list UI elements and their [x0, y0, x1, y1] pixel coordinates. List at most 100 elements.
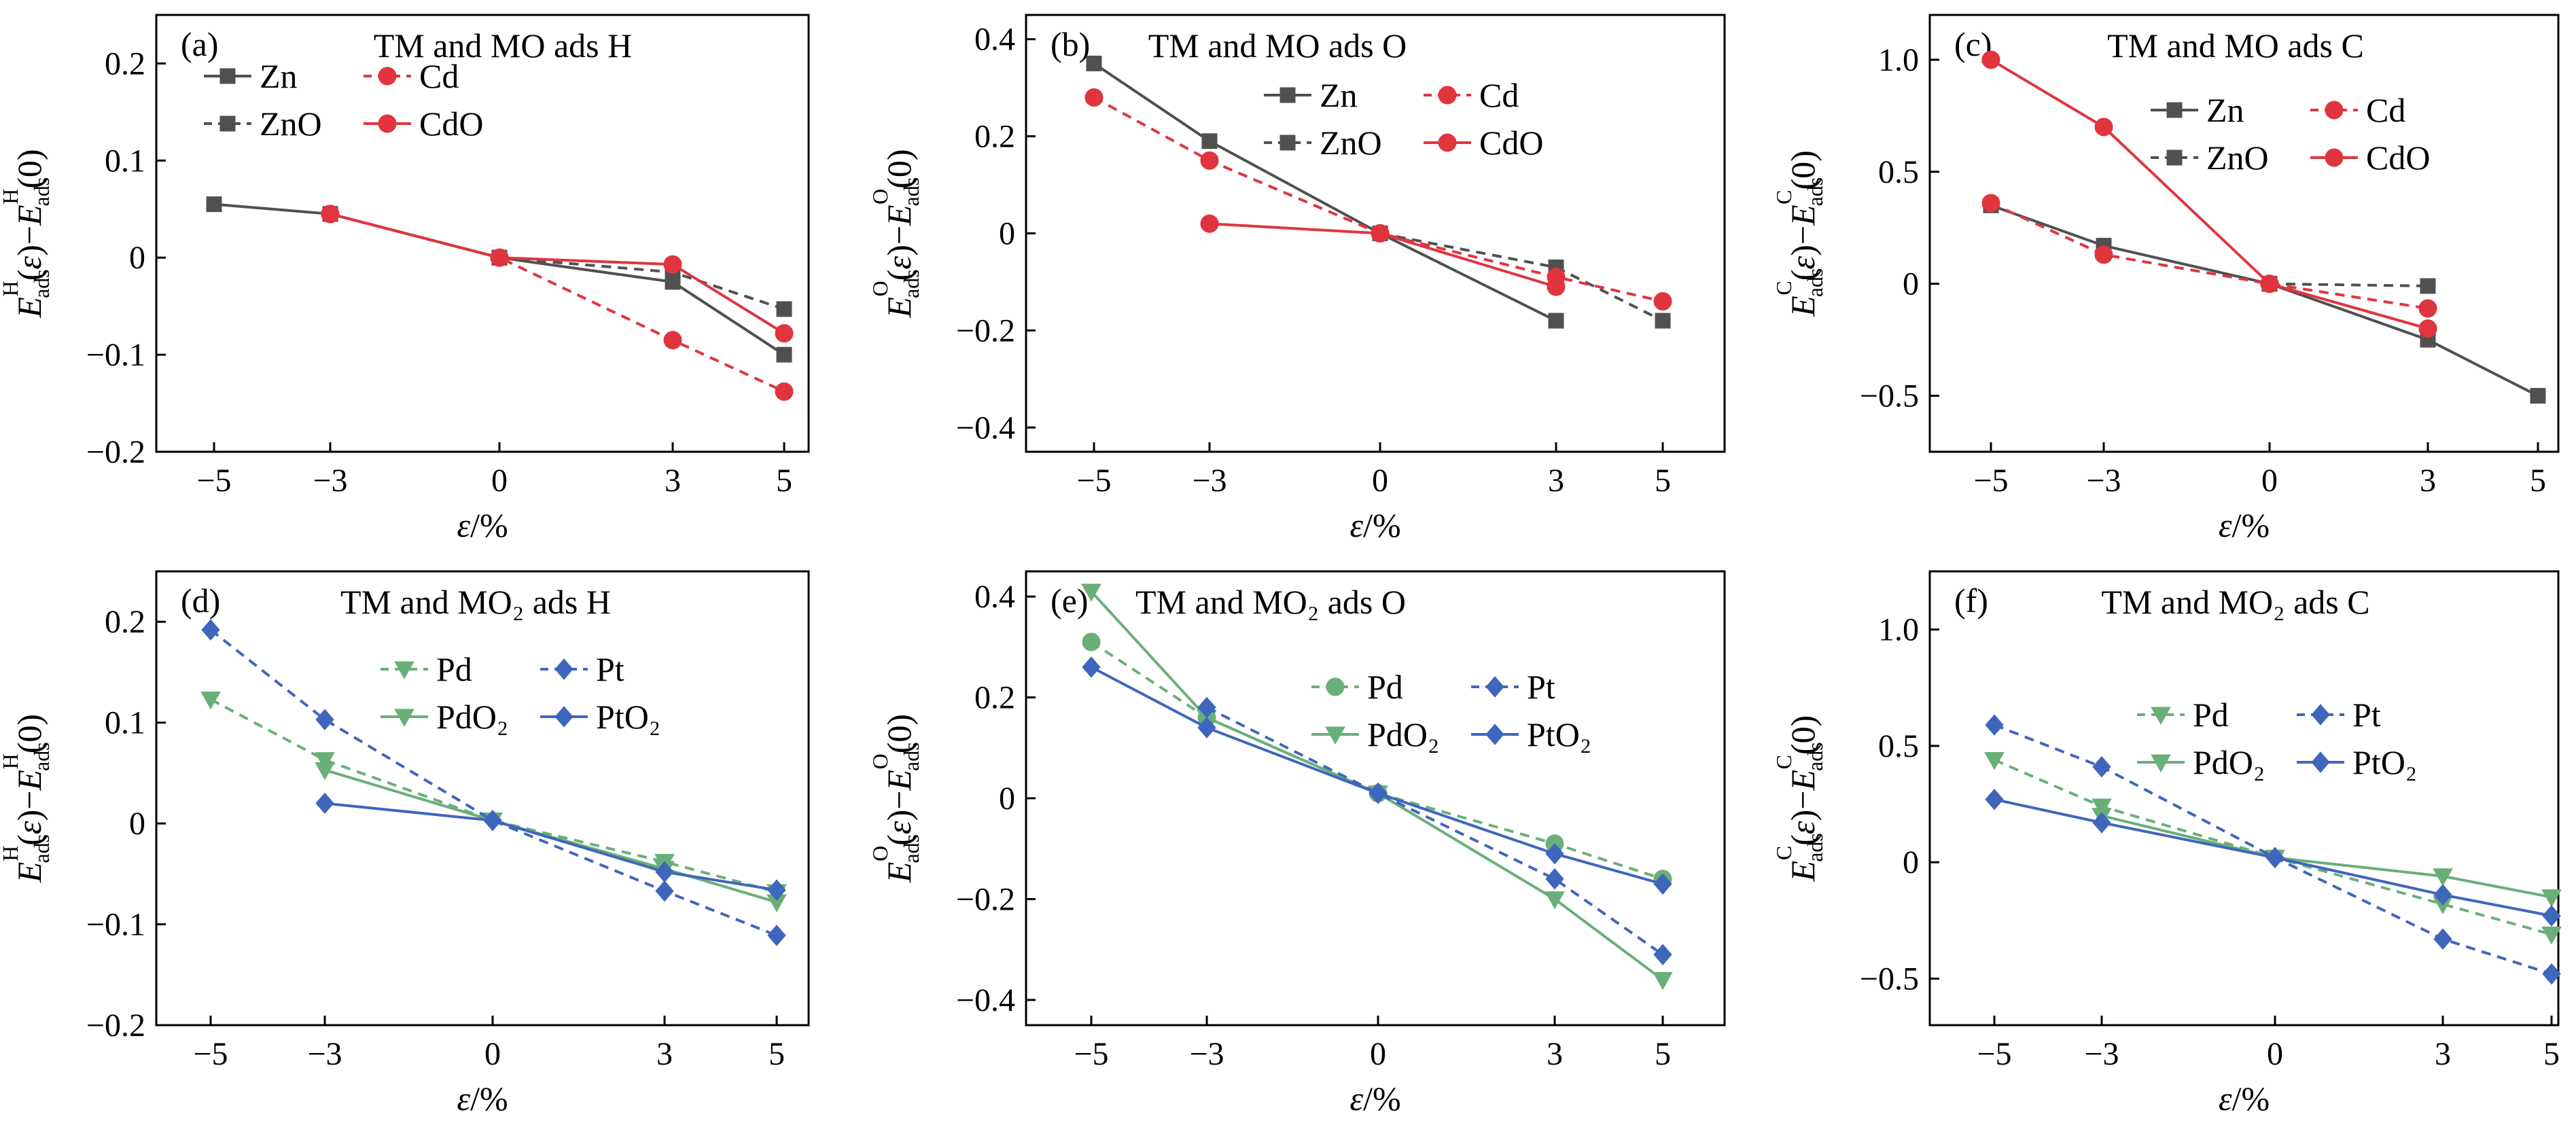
data-point-pdo2 — [2433, 868, 2453, 887]
series-pto2 — [1985, 788, 2561, 927]
data-point-pt — [2433, 928, 2452, 950]
legend-label-pto2: PtO₂ — [1527, 715, 1591, 753]
x-tick-label: −3 — [307, 1036, 342, 1072]
x-tick-label: 3 — [665, 463, 681, 499]
legend-marker-cdo — [1438, 133, 1457, 152]
x-tick-label: 5 — [2543, 1036, 2560, 1072]
legend: Zn ZnO Cd CdO — [1264, 76, 1543, 162]
data-point-pt — [2092, 755, 2111, 778]
series-line-cd — [1990, 202, 2429, 310]
x-axis-label: ε/% — [1349, 506, 1400, 544]
panel-f: 1.0 0.5 0 −0.5 −5 −3 0 3 5 ε/% EadsC(ε)−EadsC(0) (f… — [1771, 570, 2562, 1118]
legend-label-pt: Pt — [1527, 668, 1555, 706]
x-tick-label: 0 — [2261, 463, 2278, 499]
data-point-pt — [315, 709, 334, 730]
data-point-pt — [655, 880, 674, 902]
data-point-cdo — [321, 204, 340, 224]
legend-marker-pdo2 — [1325, 726, 1345, 745]
series-line-zno — [2269, 282, 2429, 287]
series-line-zn — [1093, 62, 1557, 322]
x-axis-label: ε/% — [2219, 1080, 2270, 1118]
data-point-pto2 — [1197, 717, 1216, 738]
data-point-pto2 — [1985, 788, 2004, 810]
plot-frame — [155, 570, 810, 1027]
y-tick-label: −0.5 — [1860, 961, 1919, 997]
legend: Pd PdO₂ Pt PtO₂ — [2137, 696, 2417, 781]
data-point-zno — [2420, 278, 2436, 294]
data-point-cdo — [775, 324, 794, 343]
x-tick-label: 0 — [491, 463, 508, 499]
x-tick-label: −5 — [193, 1036, 228, 1072]
x-tick-label: 0 — [484, 1036, 501, 1072]
legend: Pd PdO₂ Pt PtO₂ — [381, 650, 660, 736]
data-point-cd — [775, 382, 794, 401]
data-point-pd — [1984, 751, 2005, 770]
x-tick-label: 5 — [2530, 463, 2546, 499]
data-point-cdo — [2418, 319, 2437, 338]
data-point-cd — [1084, 88, 1104, 107]
y-tick-label: 0 — [129, 240, 145, 276]
panel-d: 0.2 0.1 0 −0.1 −0.2 −5 −3 0 3 5 ε/% EadsH(ε)−EadsH(… — [0, 570, 810, 1118]
data-point-pto2 — [1653, 873, 1672, 895]
series-zn — [206, 196, 792, 363]
x-tick-label: −5 — [1973, 463, 2008, 499]
y-tick-label: 0 — [129, 806, 145, 842]
series-line-pdo2 — [2101, 814, 2552, 899]
x-tick-label: 0 — [1372, 463, 1388, 499]
series-cdo — [1200, 214, 1566, 296]
plot-frame — [1928, 570, 2560, 1027]
series-pto2 — [1082, 656, 1672, 895]
data-point-cdo — [2260, 274, 2279, 293]
legend: Zn ZnO Cd CdO — [2151, 91, 2430, 177]
data-point-pd — [2541, 926, 2562, 945]
series-cd — [321, 204, 794, 401]
series-pt — [201, 619, 786, 946]
legend-label-cd: Cd — [419, 57, 459, 95]
x-tick-label: 3 — [656, 1036, 673, 1072]
x-tick-label: 0 — [1370, 1036, 1386, 1072]
y-axis-label: EadsH(ε)−EadsH(0) — [0, 714, 54, 883]
y-tick-label: 0.4 — [974, 579, 1015, 615]
data-point-pt — [201, 619, 220, 641]
legend-label-zno: ZnO — [260, 105, 322, 143]
data-point-pto2 — [315, 792, 334, 815]
series-cdo — [321, 204, 794, 343]
y-tick-label: −0.1 — [86, 337, 145, 373]
data-point-cdo — [1547, 277, 1566, 296]
legend-label-pd: Pd — [2193, 696, 2229, 734]
x-tick-label: 0 — [2267, 1036, 2283, 1072]
legend-marker-pto2 — [1485, 724, 1504, 745]
legend-label-zn: Zn — [260, 57, 298, 95]
x-tick-label: 3 — [2420, 463, 2436, 499]
data-point-pt — [2542, 963, 2561, 985]
data-point-zn — [776, 346, 792, 363]
series-line-zn — [1990, 204, 2539, 397]
x-tick-label: 5 — [1655, 1036, 1671, 1072]
panel-title: TM and MO ads C — [2107, 26, 2364, 65]
data-point-cdo — [2094, 118, 2113, 137]
data-point-zno — [1655, 313, 1671, 329]
data-point-cdo — [1371, 224, 1390, 243]
legend-label-cd: Cd — [2366, 91, 2405, 129]
series-line-pdo2 — [324, 768, 777, 904]
y-tick-label: 0 — [1903, 844, 1919, 880]
series-zno — [322, 206, 792, 317]
data-point-pto2 — [483, 809, 502, 832]
y-tick-label: −0.4 — [956, 410, 1015, 446]
data-point-cd — [663, 331, 682, 350]
x-tick-label: −3 — [1189, 1036, 1224, 1072]
legend: Pd PdO₂ Pt PtO₂ — [1311, 668, 1591, 753]
data-point-cdo — [663, 255, 682, 274]
data-point-zn — [1201, 133, 1218, 149]
plot-frame — [155, 14, 810, 453]
panel-b: 0.4 0.2 0 −0.2 −0.4 −5 −3 0 3 5 ε/% EadsO(ε)−EadsO(… — [868, 14, 1726, 544]
data-point-cdo — [1200, 214, 1219, 233]
legend-marker-pt — [554, 658, 574, 680]
legend-label-cdo: CdO — [1479, 124, 1543, 162]
y-axis-label-text: EadsO(ε)−EadsO(0) — [868, 714, 923, 883]
legend-marker-zno — [219, 115, 236, 132]
data-point-pt — [767, 925, 786, 946]
x-axis-label: ε/% — [457, 1080, 508, 1118]
panel-letter: (f) — [1954, 582, 1988, 620]
